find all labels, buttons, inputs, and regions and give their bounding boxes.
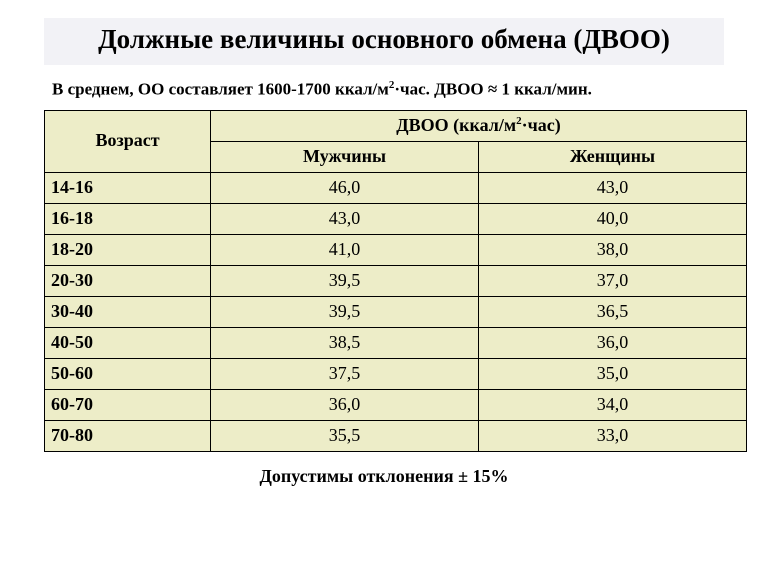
table-row: 40-50 38,5 36,0 xyxy=(45,327,747,358)
cell-age: 20-30 xyxy=(45,265,211,296)
cell-age: 60-70 xyxy=(45,389,211,420)
title-box: Должные величины основного обмена (ДВОО) xyxy=(44,18,724,65)
cell-male: 35,5 xyxy=(211,420,479,451)
table-row: 70-80 35,5 33,0 xyxy=(45,420,747,451)
col-dvoo-merged-header: ДВОО (ккал/м2·час) xyxy=(211,110,747,141)
cell-age: 40-50 xyxy=(45,327,211,358)
cell-male: 43,0 xyxy=(211,203,479,234)
cell-age: 70-80 xyxy=(45,420,211,451)
cell-age: 30-40 xyxy=(45,296,211,327)
subtitle: В среднем, ОО составляет 1600-1700 ккал/… xyxy=(52,79,738,100)
merged-pre: ДВОО (ккал/м xyxy=(396,115,516,135)
cell-male: 39,5 xyxy=(211,265,479,296)
page-title: Должные величины основного обмена (ДВОО) xyxy=(54,24,714,55)
cell-age: 50-60 xyxy=(45,358,211,389)
cell-female: 36,0 xyxy=(479,327,747,358)
table-row: 50-60 37,5 35,0 xyxy=(45,358,747,389)
cell-female: 37,0 xyxy=(479,265,747,296)
slide: Должные величины основного обмена (ДВОО)… xyxy=(0,0,768,576)
cell-age: 14-16 xyxy=(45,172,211,203)
cell-male: 37,5 xyxy=(211,358,479,389)
cell-female: 34,0 xyxy=(479,389,747,420)
table-row: 14-16 46,0 43,0 xyxy=(45,172,747,203)
cell-male: 46,0 xyxy=(211,172,479,203)
cell-age: 18-20 xyxy=(45,234,211,265)
table-body: 14-16 46,0 43,0 16-18 43,0 40,0 18-20 41… xyxy=(45,172,747,451)
dvoo-table: Возраст ДВОО (ккал/м2·час) Мужчины Женщи… xyxy=(44,110,747,452)
table-row: 20-30 39,5 37,0 xyxy=(45,265,747,296)
col-age-header: Возраст xyxy=(45,110,211,172)
cell-male: 41,0 xyxy=(211,234,479,265)
cell-female: 40,0 xyxy=(479,203,747,234)
table-row: 60-70 36,0 34,0 xyxy=(45,389,747,420)
table-row: 30-40 39,5 36,5 xyxy=(45,296,747,327)
cell-male: 38,5 xyxy=(211,327,479,358)
table-row: 16-18 43,0 40,0 xyxy=(45,203,747,234)
cell-male: 36,0 xyxy=(211,389,479,420)
cell-male: 39,5 xyxy=(211,296,479,327)
merged-post: ·час) xyxy=(522,115,561,135)
cell-female: 38,0 xyxy=(479,234,747,265)
col-female-header: Женщины xyxy=(479,141,747,172)
table-row: 18-20 41,0 38,0 xyxy=(45,234,747,265)
subtitle-text-pre: В среднем, ОО составляет 1600-1700 ккал/… xyxy=(52,80,389,99)
cell-female: 35,0 xyxy=(479,358,747,389)
footnote: Допустимы отклонения ± 15% xyxy=(30,466,738,487)
col-male-header: Мужчины xyxy=(211,141,479,172)
subtitle-text-post: ·час. ДВОО ≈ 1 ккал/мин. xyxy=(394,80,592,99)
table-head: Возраст ДВОО (ккал/м2·час) Мужчины Женщи… xyxy=(45,110,747,172)
table-header-row-1: Возраст ДВОО (ккал/м2·час) xyxy=(45,110,747,141)
cell-age: 16-18 xyxy=(45,203,211,234)
cell-female: 43,0 xyxy=(479,172,747,203)
cell-female: 36,5 xyxy=(479,296,747,327)
cell-female: 33,0 xyxy=(479,420,747,451)
